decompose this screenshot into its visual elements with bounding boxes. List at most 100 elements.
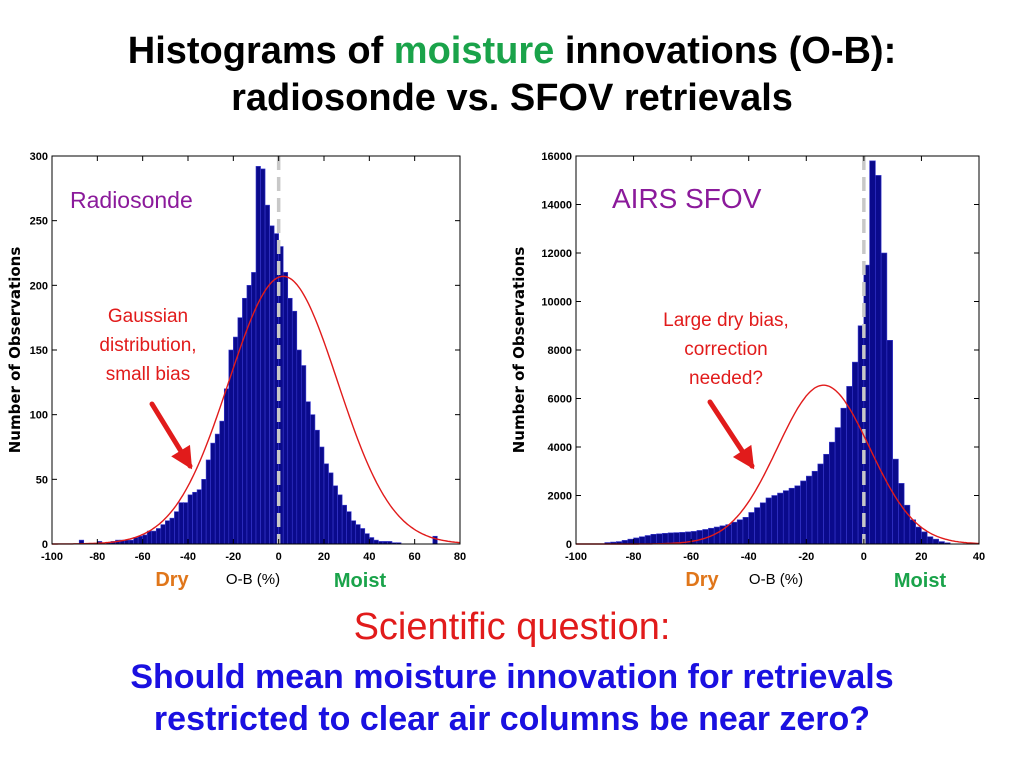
histogram-bar xyxy=(219,420,225,545)
histogram-bar xyxy=(782,490,790,545)
histogram-bar xyxy=(223,388,230,545)
y-tick-label: 50 xyxy=(36,474,48,486)
dry-label: Dry xyxy=(155,569,189,591)
y-tick-label: 6000 xyxy=(548,394,572,406)
x-tick-label: 80 xyxy=(454,551,466,563)
y-tick-label: 0 xyxy=(566,539,572,551)
histogram-bar xyxy=(196,489,202,545)
y-tick-label: 2000 xyxy=(548,491,572,503)
histogram-bar xyxy=(174,511,180,545)
histogram-bar xyxy=(314,429,320,545)
x-tick-label: -80 xyxy=(626,551,642,563)
histogram-bar xyxy=(337,494,343,545)
histogram-bar xyxy=(183,502,189,545)
histogram-bar xyxy=(932,538,940,545)
histogram-bar xyxy=(644,535,652,545)
histogram-bar xyxy=(748,512,755,545)
slide-title: Histograms of moisture innovations (O-B)… xyxy=(0,28,1024,122)
histogram-bar xyxy=(633,537,640,545)
histogram-bar xyxy=(373,539,379,545)
histogram-bar xyxy=(829,441,836,545)
histogram-bar xyxy=(915,526,922,545)
histogram-bar xyxy=(328,472,334,545)
panel-label: AIRS SFOV xyxy=(612,183,762,214)
histogram-bar xyxy=(169,517,175,545)
histogram-bar xyxy=(355,524,361,545)
histogram-bar xyxy=(282,272,289,545)
histogram-bar xyxy=(350,520,357,545)
moist-label: Moist xyxy=(894,570,947,592)
x-axis-label: O-B (%) xyxy=(226,571,280,588)
annotation-text: Large dry bias, xyxy=(663,310,789,331)
x-tick-label: -40 xyxy=(180,551,196,563)
histogram-bar xyxy=(187,494,193,545)
histogram-bar xyxy=(909,519,916,545)
histogram-bar xyxy=(341,504,347,545)
x-tick-label: -40 xyxy=(741,551,757,563)
histogram-bar xyxy=(742,517,750,545)
histogram-bar xyxy=(210,442,216,545)
histogram-bar xyxy=(731,521,738,545)
histogram-bar xyxy=(834,427,842,545)
histogram-bar xyxy=(332,485,338,545)
histogram-bar xyxy=(364,533,370,545)
y-tick-label: 150 xyxy=(30,345,48,357)
x-tick-label: -60 xyxy=(683,551,699,563)
histogram-bar xyxy=(921,531,928,545)
histogram-bar xyxy=(128,539,134,545)
histogram-bar xyxy=(713,526,721,545)
histogram-bar xyxy=(165,520,171,545)
histogram-bar xyxy=(788,487,796,545)
histogram-bar xyxy=(346,511,352,545)
histogram-bar xyxy=(846,386,853,545)
histogram-bar xyxy=(759,502,767,545)
y-tick-label: 10000 xyxy=(541,297,572,309)
histogram-bar xyxy=(323,463,329,545)
x-tick-label: 0 xyxy=(861,551,867,563)
x-tick-label: 20 xyxy=(915,551,927,563)
histogram-bar xyxy=(287,297,293,545)
radiosonde-histogram: -100 -80 -60 -40 -20 0 20 40 60 80 0 50 100 150 200 250… xyxy=(0,140,480,600)
histogram-bar xyxy=(151,530,157,545)
histogram-bar xyxy=(369,537,375,545)
y-tick-label: 0 xyxy=(42,539,48,551)
histogram-bar xyxy=(869,160,876,545)
x-tick-label: 40 xyxy=(973,551,985,563)
y-tick-label: 12000 xyxy=(541,248,572,260)
histogram-bar xyxy=(880,252,888,545)
histogram-bar xyxy=(214,433,221,545)
annotation-text: small bias xyxy=(106,364,190,385)
histogram-bar xyxy=(926,536,934,545)
histogram-bar xyxy=(656,533,663,545)
histogram-bar xyxy=(690,531,698,545)
annotation-text: distribution, xyxy=(99,335,196,356)
histogram-bar xyxy=(667,532,675,545)
annotation-text: needed? xyxy=(689,368,763,389)
histogram-bar xyxy=(805,475,813,545)
histogram-bar xyxy=(255,166,261,545)
histogram-bar xyxy=(817,463,824,545)
annotation-text: correction xyxy=(684,339,767,360)
y-tick-label: 4000 xyxy=(548,442,572,454)
panel-label: Radiosonde xyxy=(70,187,193,213)
y-tick-label: 300 xyxy=(30,151,48,163)
y-tick-label: 8000 xyxy=(548,345,572,357)
histogram-bar xyxy=(137,535,143,545)
histogram-bar xyxy=(155,528,162,545)
x-tick-label: 0 xyxy=(276,551,282,563)
airs-bars xyxy=(604,160,951,545)
histogram-bar xyxy=(892,458,899,545)
moist-label: Moist xyxy=(334,570,387,592)
histogram-bar xyxy=(260,168,266,545)
plot-frame xyxy=(575,155,980,545)
x-tick-label: -100 xyxy=(41,551,63,563)
histogram-bar xyxy=(852,361,859,545)
annotation-arrow-head xyxy=(171,444,193,470)
airs-sfov-histogram: -100 -80 -60 -40 -20 0 20 40 0 2000 4000 6000 8000 10… xyxy=(508,140,988,600)
x-tick-label: 20 xyxy=(318,551,330,563)
annotation-text: Gaussian xyxy=(108,306,188,327)
histogram-bar xyxy=(875,175,882,545)
y-tick-label: 16000 xyxy=(541,151,572,163)
histogram-bar xyxy=(627,538,634,545)
x-tick-label: -20 xyxy=(798,551,814,563)
